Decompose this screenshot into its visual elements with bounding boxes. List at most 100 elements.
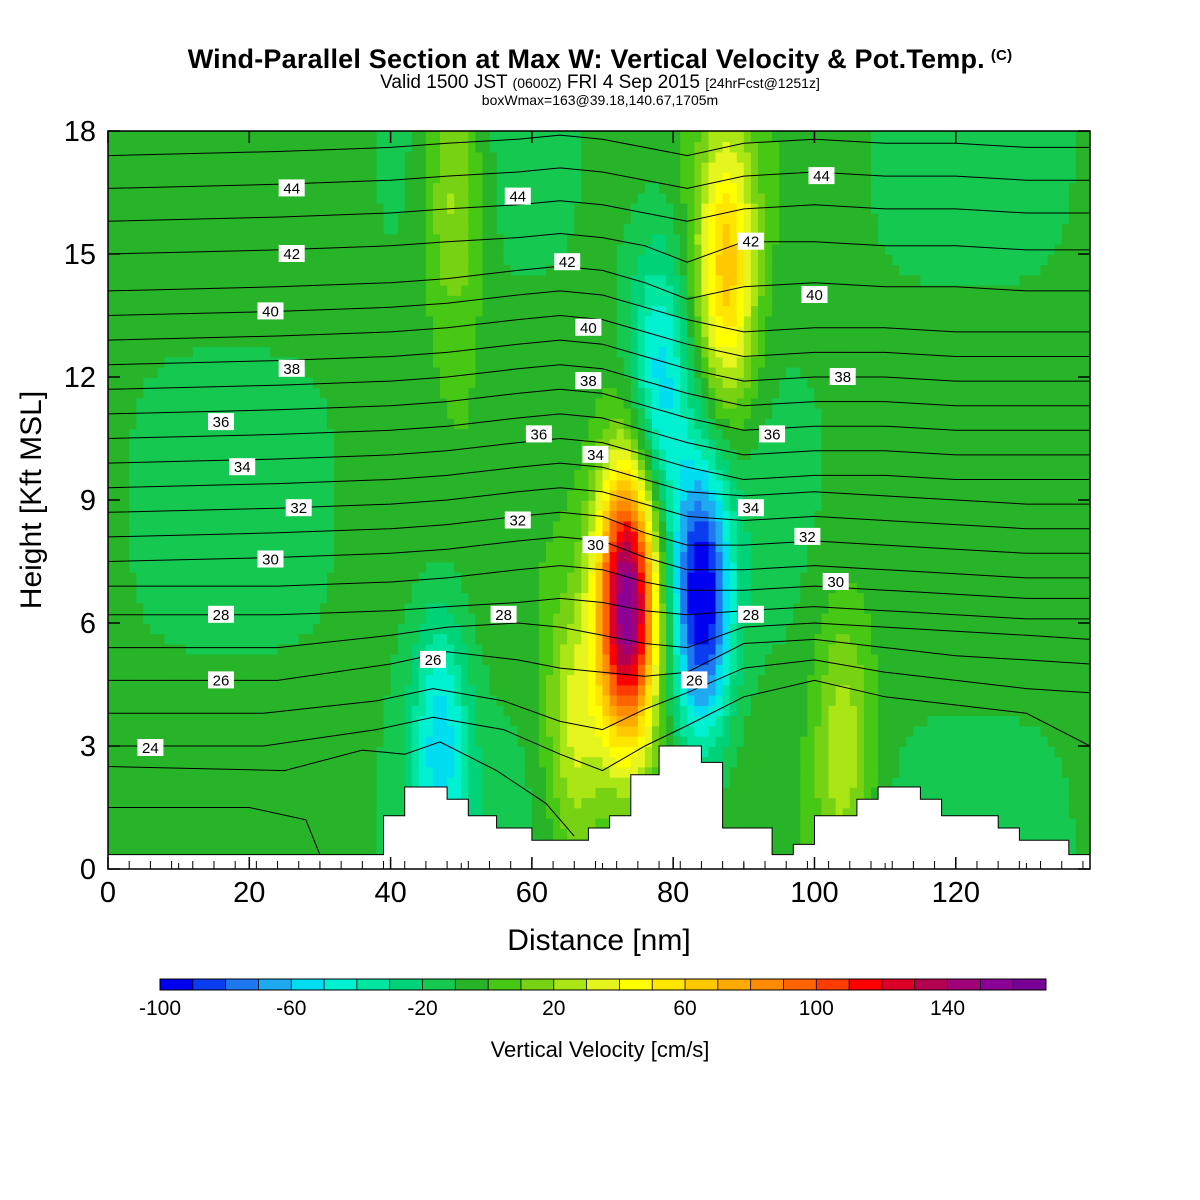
field-cell	[256, 192, 265, 204]
field-cell	[242, 325, 251, 337]
field-cell	[538, 387, 547, 399]
field-cell	[411, 500, 420, 512]
field-cell	[150, 756, 159, 768]
field-cell	[263, 787, 272, 799]
field-cell	[390, 366, 399, 378]
field-cell	[531, 817, 540, 829]
field-cell	[503, 418, 512, 430]
field-cell	[235, 223, 244, 235]
field-cell	[334, 643, 342, 655]
field-cell	[270, 602, 279, 614]
field-cell	[312, 202, 321, 214]
field-cell	[531, 356, 540, 368]
field-cell	[503, 715, 512, 727]
field-cell	[122, 828, 130, 840]
field-cell	[411, 766, 420, 778]
field-cell	[327, 377, 335, 389]
field-cell	[383, 623, 392, 635]
field-cell	[447, 377, 455, 389]
field-cell	[305, 766, 314, 778]
field-cell	[461, 315, 470, 327]
field-cell	[206, 715, 215, 727]
field-cell	[263, 356, 272, 368]
field-cell	[454, 284, 463, 296]
field-cell	[319, 243, 328, 255]
field-cell	[546, 161, 554, 173]
field-cell	[305, 746, 314, 758]
field-cell	[489, 664, 498, 676]
field-cell	[376, 264, 385, 276]
field-cell	[284, 623, 293, 635]
field-cell	[228, 520, 236, 532]
field-cell	[468, 448, 477, 460]
field-cell	[199, 469, 208, 481]
field-cell	[425, 541, 434, 553]
field-cell	[334, 233, 342, 245]
field-cell	[440, 254, 448, 266]
field-cell	[108, 735, 116, 747]
field-cell	[355, 192, 364, 204]
field-cell	[305, 428, 314, 440]
field-cell	[228, 346, 236, 358]
field-cell	[185, 520, 194, 532]
field-cell	[143, 807, 152, 819]
field-cell	[517, 694, 526, 706]
field-cell	[574, 828, 583, 840]
field-cell	[221, 705, 229, 717]
field-cell	[553, 438, 561, 450]
field-cell	[221, 131, 229, 143]
field-cell	[433, 592, 441, 604]
field-cell	[348, 295, 357, 307]
field-cell	[115, 274, 123, 286]
field-cell	[298, 694, 307, 706]
field-cell	[143, 336, 152, 348]
field-cell	[475, 787, 484, 799]
field-cell	[122, 674, 130, 686]
field-cell	[305, 407, 314, 419]
field-cell	[263, 756, 272, 768]
field-cell	[185, 377, 194, 389]
field-cell	[595, 787, 604, 799]
field-cell	[517, 766, 526, 778]
field-cell	[214, 274, 222, 286]
field-cell	[489, 305, 498, 317]
field-cell	[397, 172, 406, 184]
field-cell	[355, 407, 364, 419]
field-cell	[305, 448, 314, 460]
field-cell	[468, 756, 477, 768]
field-cell	[327, 694, 335, 706]
field-cell	[122, 192, 130, 204]
field-cell	[433, 715, 441, 727]
field-cell	[150, 223, 159, 235]
field-cell	[214, 756, 222, 768]
field-cell	[538, 489, 547, 501]
field-cell	[362, 356, 371, 368]
field-cell	[206, 448, 215, 460]
field-cell	[531, 254, 540, 266]
field-cell	[461, 172, 470, 184]
field-cell	[588, 438, 597, 450]
field-cell	[178, 817, 187, 829]
field-cell	[341, 366, 349, 378]
field-cell	[595, 735, 604, 747]
field-cell	[143, 715, 152, 727]
field-cell	[440, 356, 448, 368]
field-cell	[122, 623, 130, 635]
field-cell	[277, 776, 286, 788]
field-cell	[235, 377, 244, 389]
field-cell	[192, 592, 201, 604]
field-cell	[588, 787, 597, 799]
field-cell	[362, 459, 371, 471]
field-cell	[418, 725, 427, 737]
field-cell	[531, 377, 540, 389]
field-cell	[164, 305, 173, 317]
field-cell	[376, 592, 385, 604]
field-cell	[305, 797, 314, 809]
field-cell	[433, 387, 441, 399]
field-cell	[489, 182, 498, 194]
field-cell	[256, 264, 265, 276]
field-cell	[136, 469, 145, 481]
field-cell	[284, 438, 293, 450]
field-cell	[291, 479, 300, 491]
field-cell	[574, 510, 583, 522]
